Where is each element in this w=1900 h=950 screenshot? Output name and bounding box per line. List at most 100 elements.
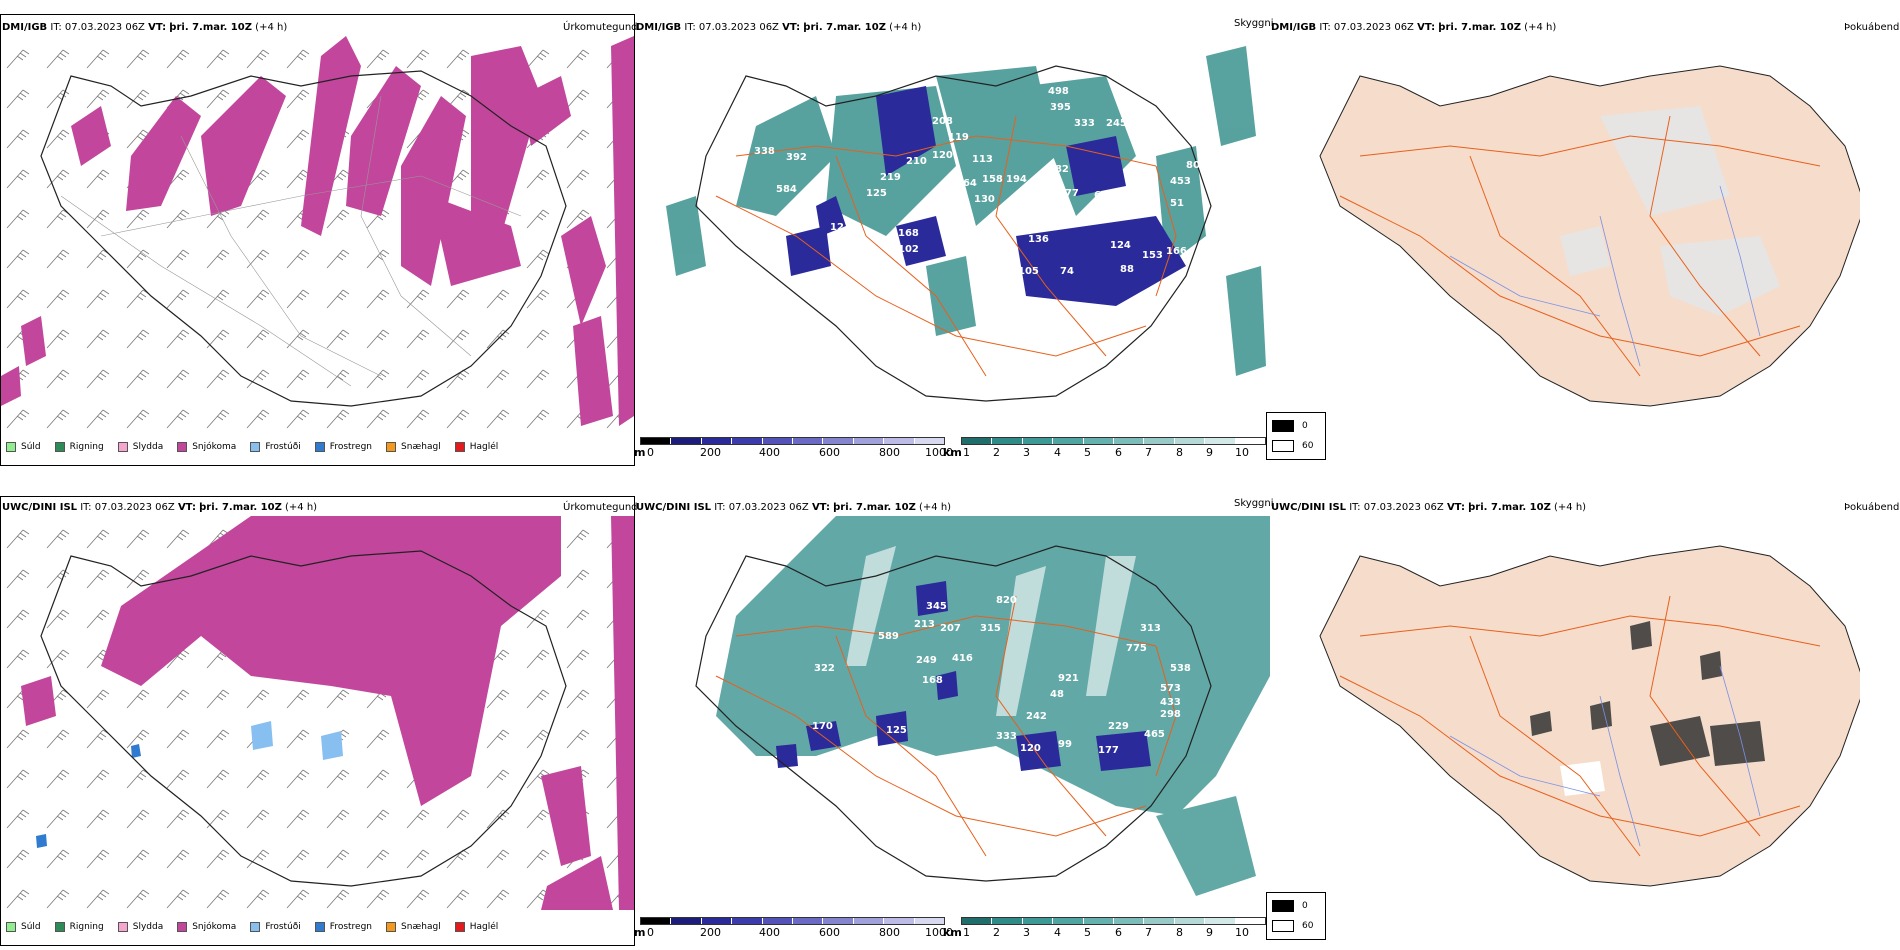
- vt-label: VT:: [177, 502, 196, 513]
- legend-swatch: [54, 442, 65, 452]
- legend-item-sud: Súld: [6, 442, 41, 452]
- it-label: IT:: [714, 502, 726, 513]
- legend-item-haglel: Haglél: [454, 922, 498, 932]
- tick-m-1000: 1000: [925, 926, 953, 939]
- tick-km-7: 7: [1145, 446, 1152, 459]
- tick-m-600: 600: [819, 926, 840, 939]
- vis-label: 136: [1028, 234, 1049, 245]
- unit-km: km: [943, 926, 962, 939]
- vis-label: 168: [898, 228, 919, 239]
- vis-label: 453: [1170, 176, 1191, 187]
- vis-label: 165: [932, 348, 953, 359]
- vis-label: 99: [1058, 739, 1072, 750]
- fog-swatch: [1272, 420, 1294, 432]
- model-name: DMI/IGB: [1271, 22, 1317, 33]
- vis-label: 168: [922, 675, 943, 686]
- header-precip-top: DMI/IGB IT: 07.03.2023 06Z VT: þri. 7.ma…: [2, 22, 287, 34]
- vis-label: 573: [1160, 683, 1181, 694]
- it-label: IT:: [1319, 22, 1331, 33]
- vis-label: 207: [940, 623, 961, 634]
- visibility-teal-areas: [666, 46, 1266, 376]
- tick-m-200: 200: [700, 926, 721, 939]
- lead-time: (+4 h): [1554, 502, 1587, 513]
- vis-label: 433: [1160, 697, 1181, 708]
- legend-label: Súld: [21, 922, 41, 932]
- fog-legend-row: 0: [1272, 900, 1308, 912]
- visibility-bar-m-bottom: [640, 917, 945, 925]
- visibility-value-labels: 338 392 584 208 119 120 210 219 125 164 …: [720, 86, 1207, 391]
- vis-label: 153: [1142, 250, 1163, 261]
- legend-item-rigning: Rigning: [54, 922, 104, 932]
- vis-label: 124: [1110, 240, 1131, 251]
- unit-m: m: [634, 446, 646, 459]
- vis-label: 345: [926, 601, 947, 612]
- legend-swatch: [177, 922, 188, 932]
- fog-map-bottom: [1319, 545, 1860, 887]
- panel-title-visibility-top: Skyggni: [1234, 18, 1274, 29]
- tick-m-200: 200: [700, 446, 721, 459]
- tick-km-9: 9: [1206, 926, 1213, 939]
- legend-item-frostudi: Frostúði: [250, 922, 301, 932]
- tick-km-3: 3: [1023, 926, 1030, 939]
- header-fog-bottom: UWC/DINI ISL IT: 07.03.2023 06Z VT: þri.…: [1271, 502, 1586, 514]
- visibility-map-top: 338 392 584 208 119 120 210 219 125 164 …: [666, 46, 1266, 402]
- tick-m-0: 0: [647, 926, 654, 939]
- model-name: UWC/DINI ISL: [636, 502, 712, 513]
- it-value: 07.03.2023 06Z: [1333, 22, 1414, 33]
- legend-swatch: [6, 922, 16, 932]
- fog-legend-label: 60: [1302, 441, 1314, 451]
- vis-label: 229: [1108, 721, 1129, 732]
- fog-swatch: [1272, 440, 1294, 452]
- model-name: UWC/DINI ISL: [2, 502, 78, 513]
- panel-title-fog-top: Þokuábendi: [1844, 22, 1900, 33]
- vis-label: 233: [914, 346, 935, 357]
- vis-label: 177: [1058, 188, 1079, 199]
- vis-label: 69: [1094, 190, 1108, 201]
- tick-km-8: 8: [1176, 926, 1183, 939]
- legend-label: Rigning: [69, 922, 104, 932]
- vis-label: 249: [916, 655, 937, 666]
- legend-swatch: [314, 442, 325, 452]
- lead-time: (+4 h): [285, 502, 318, 513]
- vis-label: 113: [972, 154, 993, 165]
- frost-drizzle-areas: [251, 721, 343, 760]
- legend-swatch: [177, 442, 188, 452]
- vis-label: 130: [974, 194, 995, 205]
- vis-label: 48: [1050, 689, 1064, 700]
- vis-label: 120: [932, 150, 953, 161]
- vis-label: 392: [786, 152, 807, 163]
- header-visibility-top: DMI/IGB IT: 07.03.2023 06Z VT: þri. 7.ma…: [636, 22, 921, 34]
- legend-item-sud: Súld: [6, 922, 41, 932]
- legend-label: Haglél: [469, 442, 499, 452]
- vis-label: 102: [898, 244, 919, 255]
- legend-item-rigning: Rigning: [54, 442, 104, 452]
- vis-label: 177: [1098, 745, 1119, 756]
- tick-m-800: 800: [879, 446, 900, 459]
- vis-label: 15: [720, 286, 734, 297]
- rivers: [1449, 665, 1761, 847]
- vis-label: 584: [776, 184, 797, 195]
- vis-label: 105: [1018, 266, 1039, 277]
- legend-swatch: [386, 922, 397, 932]
- vis-label: 498: [1048, 86, 1069, 97]
- tick-km-10: 10: [1235, 446, 1249, 459]
- it-value: 07.03.2023 06Z: [64, 22, 145, 33]
- precip-map-bottom: [1, 516, 634, 910]
- lead-time: (+4 h): [255, 22, 288, 33]
- tick-km-10: 10: [1235, 926, 1249, 939]
- vis-label: 210: [906, 156, 927, 167]
- tick-km-9: 9: [1206, 446, 1213, 459]
- vis-label: 245: [1106, 118, 1127, 129]
- vis-label: 51: [1170, 198, 1184, 209]
- legend-item-slydda: Slydda: [117, 442, 164, 452]
- legend-label: Slydda: [132, 442, 164, 452]
- roads-network: [1339, 595, 1821, 857]
- fog-legend-label: 60: [1302, 921, 1314, 931]
- lead-time: (+4 h): [889, 22, 922, 33]
- vis-label: 782: [1048, 164, 1069, 175]
- it-value: 07.03.2023 06Z: [698, 22, 779, 33]
- tick-km-5: 5: [1084, 926, 1091, 939]
- rivers: [1449, 185, 1761, 367]
- vis-label: 313: [1140, 623, 1161, 634]
- roads-network: [715, 595, 1177, 857]
